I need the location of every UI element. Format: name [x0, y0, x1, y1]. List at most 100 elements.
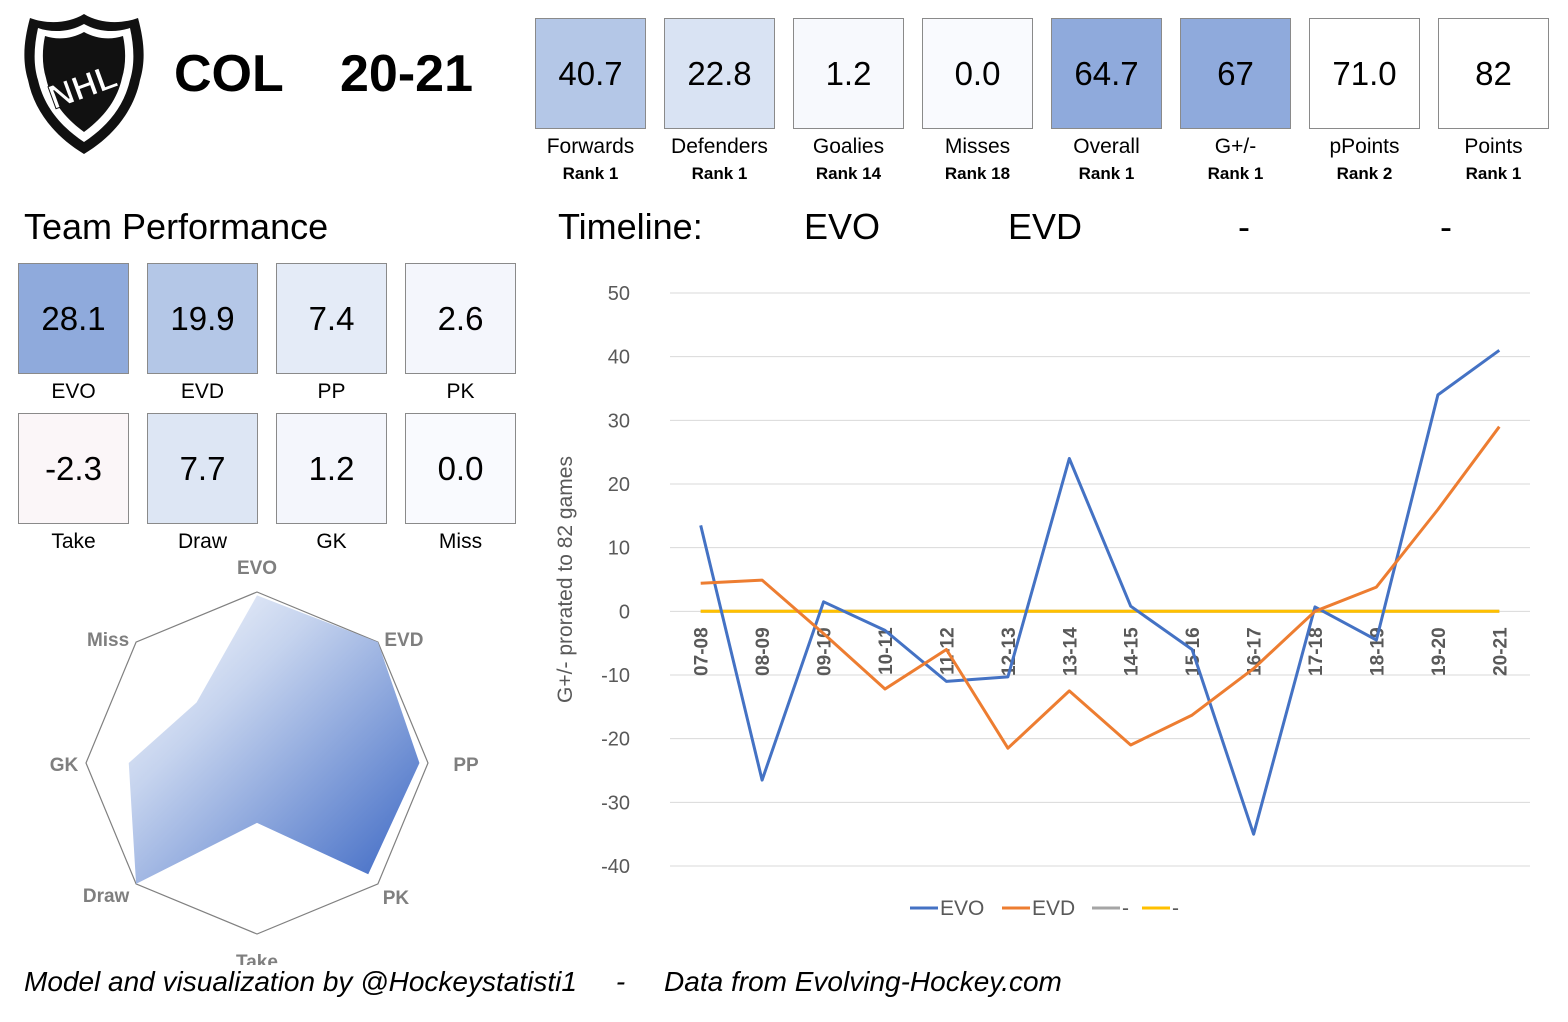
performance-box: 2.6 — [405, 263, 516, 374]
x-tick-label: 08-09 — [753, 627, 774, 676]
x-tick-label: 19-20 — [1429, 627, 1450, 676]
stat-box: 40.7 — [535, 18, 646, 129]
performance-value: 0.0 — [437, 449, 484, 487]
x-tick-label: 13-14 — [1060, 627, 1081, 676]
radar-axis-label: Draw — [83, 886, 130, 907]
stat-rank: Rank 2 — [1336, 164, 1393, 183]
stat-rank: Rank 18 — [944, 164, 1011, 183]
series-line-1 — [699, 349, 1501, 836]
stat-label: G+/- — [1214, 135, 1257, 158]
performance-value: 7.4 — [308, 299, 355, 337]
radar-axis-label: GK — [50, 755, 79, 776]
stat-label: Forwards — [546, 135, 635, 158]
timeline-line-chart: 50 40 30 20 10 0 -10 -20 -30 -40 G+/- prorated to … — [554, 283, 1530, 920]
performance-label: Take — [51, 530, 96, 553]
legend-label: EVD — [1032, 897, 1075, 920]
stat-rank: Rank 1 — [1207, 164, 1264, 183]
y-tick-label: 20 — [608, 474, 630, 496]
stat-label: Overall — [1073, 135, 1140, 158]
performance-label: PP — [317, 380, 346, 403]
legend-label: - — [1122, 897, 1129, 920]
performance-label: GK — [316, 530, 347, 553]
stat-box: 0.0 — [922, 18, 1033, 129]
radar-axis-label: PK — [383, 888, 410, 909]
radar-axis-label: Miss — [87, 630, 129, 651]
timeline-series-1: EVO — [804, 206, 881, 247]
radar-axis-label: PP — [453, 755, 479, 776]
performance-label: Miss — [438, 530, 483, 553]
performance-box: 7.7 — [147, 413, 258, 524]
stat-value: 82 — [1475, 54, 1512, 92]
nhl-logo: NHL — [18, 10, 150, 158]
team-name: COL — [174, 45, 284, 103]
legend-label: EVO — [940, 897, 984, 920]
performance-label: EVD — [180, 380, 225, 403]
y-tick-label: -20 — [601, 729, 630, 751]
performance-value: 19.9 — [170, 299, 235, 337]
y-tick-label: 0 — [619, 601, 630, 623]
stat-rank: Rank 1 — [1078, 164, 1135, 183]
stat-value: 0.0 — [954, 54, 1001, 92]
radar-axis-label: EVO — [237, 560, 277, 579]
x-tick-label: 17-18 — [1306, 627, 1327, 676]
y-axis-title: G+/- prorated to 82 games — [554, 456, 577, 703]
y-tick-label: -30 — [601, 792, 630, 814]
y-tick-label: -10 — [601, 665, 630, 687]
footer-separator: - — [615, 966, 626, 997]
x-tick-label: 07-08 — [692, 627, 713, 676]
radar-area — [128, 595, 420, 884]
x-tick-label: 12-13 — [999, 627, 1020, 676]
radar-axis-label: EVD — [384, 630, 423, 651]
stat-value: 67 — [1217, 54, 1254, 92]
stat-box: 64.7 — [1051, 18, 1162, 129]
performance-value: 1.2 — [308, 449, 355, 487]
performance-label: PK — [446, 380, 475, 403]
stat-value: 1.2 — [825, 54, 872, 92]
stat-label: Points — [1464, 135, 1523, 158]
stat-label: pPoints — [1329, 135, 1400, 158]
stat-rank: Rank 1 — [562, 164, 619, 183]
footer-source: Data from Evolving-Hockey.com — [664, 966, 1062, 997]
x-tick-label: 10-11 — [876, 627, 897, 675]
timeline-series-4: - — [1440, 206, 1452, 247]
series-line-2 — [700, 425, 1501, 750]
season-label: 20-21 — [340, 45, 473, 103]
stat-rank: Rank 1 — [691, 164, 748, 183]
stat-label: Misses — [944, 135, 1011, 158]
performance-value: -2.3 — [45, 449, 102, 487]
footer: Model and visualization by @Hockeystatis… — [24, 966, 1062, 998]
y-tick-label: 30 — [608, 410, 630, 432]
team-performance-title: Team Performance — [24, 206, 329, 247]
performance-value: 7.7 — [179, 449, 226, 487]
radar-outline — [85, 591, 429, 935]
footer-credit: Model and visualization by @Hockeystatis… — [24, 966, 577, 997]
performance-value: 28.1 — [41, 299, 106, 337]
stat-value: 40.7 — [558, 54, 623, 92]
stat-rank: Rank 1 — [1465, 164, 1522, 183]
y-tick-label: -40 — [601, 856, 630, 878]
stat-value: 22.8 — [687, 54, 752, 92]
stat-value: 64.7 — [1074, 54, 1139, 92]
y-tick-label: 40 — [608, 347, 630, 369]
stat-label: Defenders — [671, 135, 768, 158]
performance-box: 0.0 — [405, 413, 516, 524]
stat-box: 67 — [1180, 18, 1291, 129]
performance-label: Draw — [177, 530, 227, 553]
legend-label: - — [1172, 897, 1179, 920]
timeline-label: Timeline: — [558, 206, 703, 247]
performance-box: -2.3 — [18, 413, 129, 524]
stat-box: 1.2 — [793, 18, 904, 129]
stat-label: Goalies — [812, 135, 885, 158]
y-tick-label: 10 — [608, 538, 630, 560]
stat-box: 82 — [1438, 18, 1549, 129]
performance-label: EVO — [51, 380, 96, 403]
y-tick-label: 50 — [608, 283, 630, 305]
performance-box: 1.2 — [276, 413, 387, 524]
performance-box: 28.1 — [18, 263, 129, 374]
x-tick-label: 14-15 — [1122, 627, 1143, 676]
radar-chart: EVO EVD PP PK Take Draw GK Miss — [50, 560, 479, 965]
timeline-series-3: - — [1238, 206, 1250, 247]
stat-value: 71.0 — [1332, 54, 1397, 92]
performance-value: 2.6 — [437, 299, 484, 337]
performance-box: 7.4 — [276, 263, 387, 374]
